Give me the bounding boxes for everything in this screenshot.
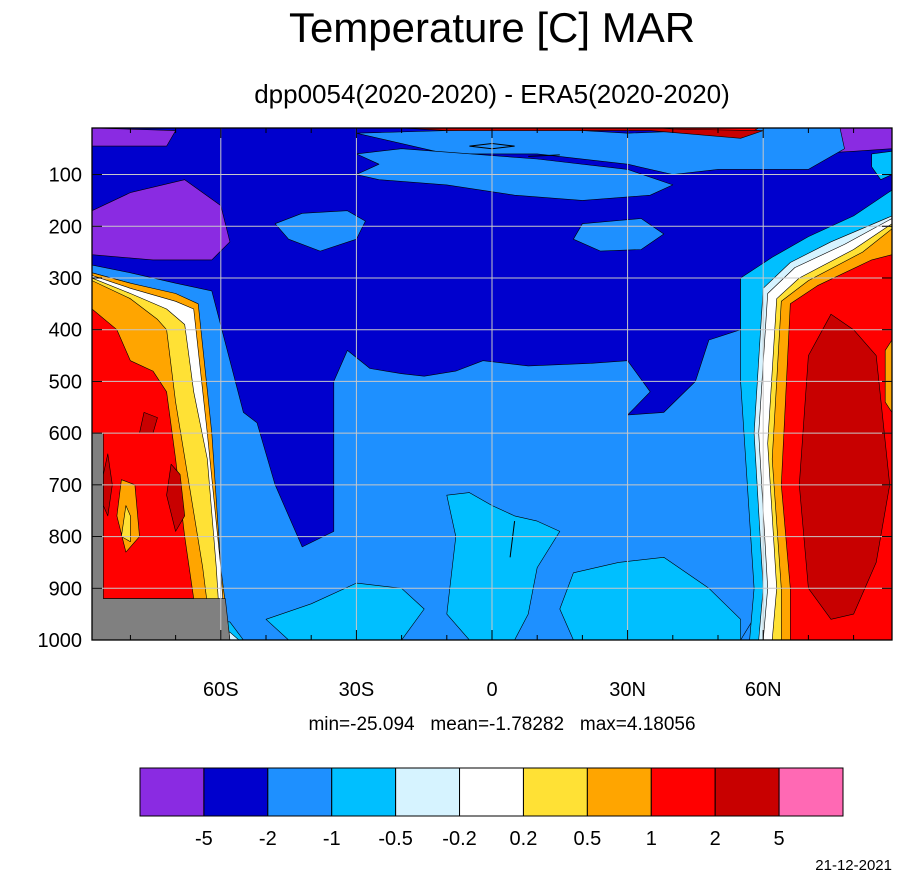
colorbar-swatch [459, 767, 524, 817]
y-tick-label: 200 [49, 216, 82, 238]
colorbar-label: 5 [774, 828, 785, 850]
chart-title: Temperature [C] MAR [289, 4, 695, 51]
colorbar-label: -0.5 [378, 828, 412, 850]
stats-text: min=-25.094 mean=-1.78282 max=4.18056 [308, 714, 695, 735]
y-tick-label: 900 [49, 578, 82, 600]
colorbar-swatch [778, 767, 844, 817]
y-tick-label: 300 [49, 268, 82, 290]
x-tick-label: 60S [203, 679, 239, 701]
contour-region [559, 556, 741, 640]
colorbar-label: -1 [323, 828, 341, 850]
contour-lines [469, 142, 560, 558]
colorbar-swatch [714, 767, 780, 817]
contour-line [509, 521, 516, 558]
x-tick-label: 60N [745, 679, 782, 701]
contour-regions [92, 128, 892, 640]
x-axis-labels: 60S 30S 0 30N 60N [203, 679, 782, 701]
y-tick-label: 100 [49, 165, 82, 187]
contour-region [166, 463, 185, 532]
contour-region [92, 128, 176, 147]
contour-line [469, 142, 515, 150]
colorbar-swatch [139, 767, 205, 817]
y-tick-label: 800 [49, 527, 82, 549]
colorbar [139, 767, 844, 817]
contour-line [528, 154, 560, 157]
colorbar-label: 1 [646, 828, 657, 850]
colorbar-label: -5 [195, 828, 213, 850]
y-tick-label: 1000 [38, 630, 83, 652]
contour-region [871, 151, 892, 180]
contour-region [121, 505, 131, 543]
colorbar-swatch [395, 767, 461, 817]
contour-region [265, 582, 425, 640]
date-stamp: 21-12-2021 [815, 857, 892, 874]
colorbar-swatch [650, 767, 716, 817]
colorbar-label: -0.2 [442, 828, 476, 850]
y-axis-labels: 100 200 300 400 500 600 700 800 900 1000 [38, 165, 83, 652]
y-tick-label: 500 [49, 371, 82, 393]
colorbar-swatch [267, 767, 333, 817]
colorbar-label: 0.2 [510, 828, 538, 850]
colorbar-label: 2 [710, 828, 721, 850]
colorbar-label: -2 [259, 828, 277, 850]
x-tick-label: 30N [609, 679, 646, 701]
colorbar-label: 0.5 [573, 828, 601, 850]
contour-region [884, 339, 892, 413]
y-tick-label: 700 [49, 475, 82, 497]
grid-lines [92, 128, 892, 640]
colorbar-swatch [331, 767, 397, 817]
axis-ticks [92, 128, 892, 641]
contour-region [92, 179, 231, 261]
x-tick-label: 30S [339, 679, 375, 701]
colorbar-swatch [203, 767, 269, 817]
colorbar-swatch [586, 767, 652, 817]
colorbar-swatch [522, 767, 588, 817]
y-tick-label: 400 [49, 320, 82, 342]
chart-subtitle: dpp0054(2020-2020) - ERA5(2020-2020) [254, 79, 730, 109]
plot-area [92, 128, 892, 640]
colorbar-labels: -5 -2 -1 -0.5 -0.2 0.2 0.5 1 2 5 [195, 828, 785, 850]
contour-region [798, 313, 891, 620]
y-tick-label: 600 [49, 423, 82, 445]
x-tick-label: 0 [486, 679, 497, 701]
